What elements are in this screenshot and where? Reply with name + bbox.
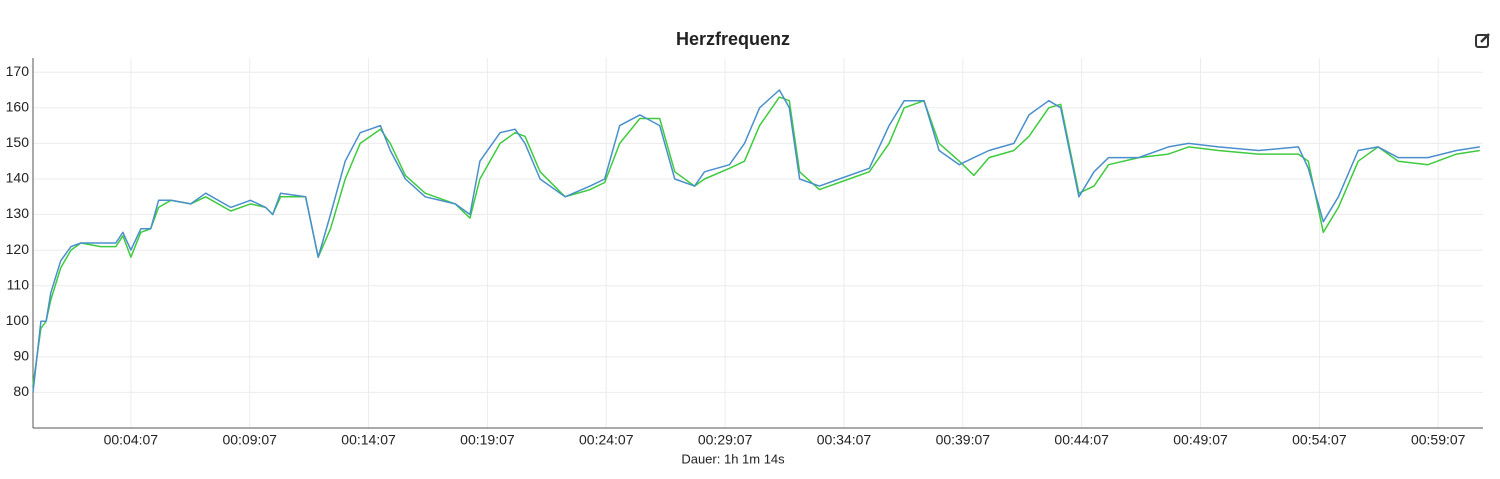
y-tick-label: 150 xyxy=(6,134,30,150)
x-tick-label: 00:59:07 xyxy=(1411,432,1466,448)
x-tick-label: 00:24:07 xyxy=(579,432,634,448)
chart-title: Herzfrequenz xyxy=(676,29,790,49)
y-tick-label: 120 xyxy=(6,241,30,257)
x-tick-label: 00:04:07 xyxy=(104,432,159,448)
y-tick-label: 160 xyxy=(6,99,30,115)
x-axis-label: Dauer: 1h 1m 14s xyxy=(681,451,785,466)
y-tick-label: 100 xyxy=(6,312,30,328)
y-tick-label: 140 xyxy=(6,170,30,186)
edit-icon-pen xyxy=(1480,33,1490,43)
x-tick-label: 00:14:07 xyxy=(341,432,396,448)
x-tick-label: 00:09:07 xyxy=(222,432,277,448)
y-tick-label: 170 xyxy=(6,63,30,79)
series-line xyxy=(32,89,1480,393)
edit-icon-frame xyxy=(1475,34,1489,48)
x-tick-label: 00:54:07 xyxy=(1292,432,1347,448)
edit-icon[interactable] xyxy=(1475,33,1490,48)
y-tick-label: 110 xyxy=(7,276,30,292)
y-tick-label: 80 xyxy=(13,383,29,399)
y-tick-label: 130 xyxy=(6,205,30,221)
y-tick-label: 90 xyxy=(13,348,29,364)
x-tick-label: 00:39:07 xyxy=(936,432,991,448)
x-tick-label: 00:49:07 xyxy=(1173,432,1228,448)
x-tick-label: 00:29:07 xyxy=(698,432,753,448)
x-tick-label: 00:44:07 xyxy=(1054,432,1109,448)
x-tick-label: 00:19:07 xyxy=(460,432,515,448)
x-tick-label: 00:34:07 xyxy=(817,432,872,448)
